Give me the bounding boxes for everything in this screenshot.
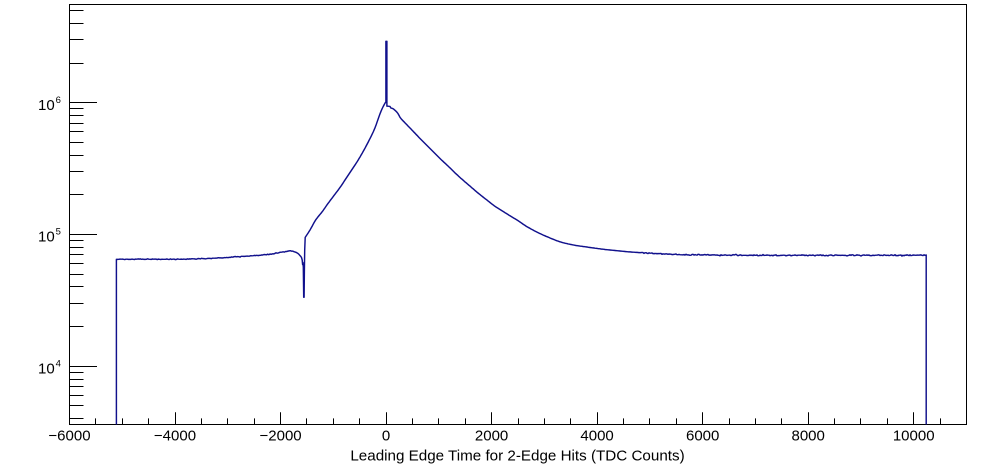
svg-text:4000: 4000 xyxy=(580,428,613,445)
svg-text:6000: 6000 xyxy=(686,428,719,445)
svg-text:0: 0 xyxy=(382,428,390,445)
svg-text:5: 5 xyxy=(56,227,61,238)
svg-text:6: 6 xyxy=(56,95,61,106)
svg-text:10: 10 xyxy=(38,229,55,246)
svg-text:10: 10 xyxy=(38,97,55,114)
svg-text:−6000: −6000 xyxy=(48,428,90,445)
svg-text:2000: 2000 xyxy=(475,428,508,445)
svg-text:−4000: −4000 xyxy=(154,428,196,445)
svg-text:10: 10 xyxy=(38,361,55,378)
svg-text:Leading Edge Time for 2-Edge H: Leading Edge Time for 2-Edge Hits (TDC C… xyxy=(350,448,684,465)
svg-text:−2000: −2000 xyxy=(260,428,302,445)
svg-text:4: 4 xyxy=(56,358,61,369)
svg-text:10000: 10000 xyxy=(893,428,935,445)
svg-text:8000: 8000 xyxy=(792,428,825,445)
